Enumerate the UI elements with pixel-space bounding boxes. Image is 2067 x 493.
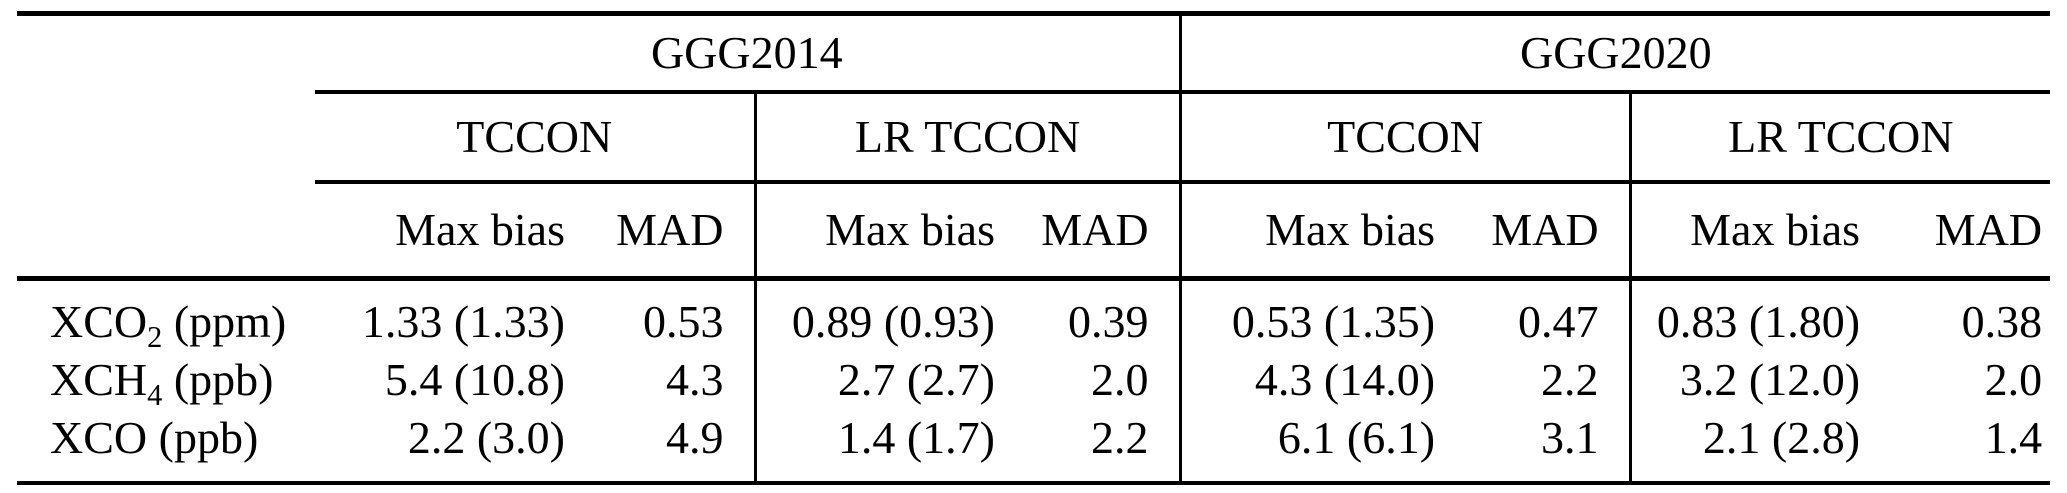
cell-mad: 1.4 xyxy=(1984,411,2043,463)
cell-maxbias: 0.53 (1.35) xyxy=(1178,278,1466,351)
metric-header-mad: MAD xyxy=(1890,182,2051,281)
subgroup-header-row: TCCON LR TCCON TCCON LR TCCON xyxy=(17,92,2051,184)
table-row-xco: XCO (ppb) 2.2 (3.0) 4.9 1.4 (1.7) 2.2 6.… xyxy=(17,409,2050,483)
row-label-xch4: XCH4 (ppb) xyxy=(17,351,315,412)
cell-mad: 4.9 xyxy=(666,411,724,463)
empty-cell xyxy=(17,92,315,182)
cell-maxbias: 2.2 (3.0) xyxy=(407,411,565,463)
cell-maxbias: 3.2 (12.0) xyxy=(1628,351,1891,409)
table-row-xch4: XCH4 (ppb) 5.4 (10.8) 4.3 2.7 (2.7) 2.0 … xyxy=(17,351,2050,412)
cell-maxbias: 2.1 (2.8) xyxy=(1628,409,1891,483)
cell-mad: 0.47 xyxy=(1518,295,1599,347)
cell-mad: 2.0 xyxy=(1091,353,1149,405)
species-name: XCH xyxy=(50,353,148,405)
species-unit: (ppb) xyxy=(173,353,274,405)
metric-header-maxbias: Max bias xyxy=(1178,182,1466,281)
subgroup-header-tccon-2014: TCCON xyxy=(315,92,755,184)
metric-header-maxbias: Max bias xyxy=(1628,182,1891,281)
cell-mad: 0.39 xyxy=(1068,295,1149,347)
cell-maxbias: 2.7 (2.7) xyxy=(753,351,1025,409)
table-row-xco2: XCO2 (ppm) 1.33 (1.33) 0.53 0.89 (0.93) … xyxy=(17,278,2050,352)
cell-maxbias: 0.83 (1.80) xyxy=(1628,278,1891,351)
subgroup-header-tccon-2020: TCCON xyxy=(1178,92,1631,184)
metric-header-mad: MAD xyxy=(1465,182,1631,281)
cell-mad: 3.1 xyxy=(1541,411,1599,463)
comparison-table: GGG2014 GGG2020 TCCON LR TCCON TCCON LR … xyxy=(17,11,2051,485)
corner-cell xyxy=(17,14,315,93)
species-subscript: 4 xyxy=(147,377,163,412)
group-header-ggg2020: GGG2020 xyxy=(1178,13,2051,94)
species-unit: (ppm) xyxy=(173,295,287,347)
cell-maxbias: 1.33 (1.33) xyxy=(361,295,565,347)
cell-maxbias: 6.1 (6.1) xyxy=(1178,409,1466,483)
species-name: XCO xyxy=(50,411,148,463)
cell-mad: 0.53 xyxy=(643,295,724,347)
metric-header-mad: MAD xyxy=(1025,182,1181,281)
row-label-xco: XCO (ppb) xyxy=(17,409,315,483)
species-subscript: 2 xyxy=(147,319,163,354)
species-unit: (ppb) xyxy=(158,411,259,463)
species-name: XCO xyxy=(50,295,148,347)
cell-mad: 2.2 xyxy=(1541,353,1599,405)
cell-mad: 4.3 xyxy=(666,353,724,405)
cell-mad: 0.38 xyxy=(1961,295,2043,347)
subgroup-header-lrtccon-2014: LR TCCON xyxy=(753,92,1181,184)
empty-cell xyxy=(17,182,315,281)
row-label-xco2: XCO2 (ppm) xyxy=(17,279,315,352)
metric-header-row: Max bias MAD Max bias MAD Max bias MAD M… xyxy=(17,182,2051,281)
cell-maxbias: 4.3 (14.0) xyxy=(1178,351,1466,409)
group-header-ggg2014: GGG2014 xyxy=(315,13,1181,94)
cell-maxbias: 1.4 (1.7) xyxy=(753,409,1025,483)
cell-mad: 2.0 xyxy=(1984,353,2043,405)
metric-header-maxbias: Max bias xyxy=(315,182,595,281)
metric-header-maxbias: Max bias xyxy=(753,182,1025,281)
metric-header-mad: MAD xyxy=(595,182,755,281)
subgroup-header-lrtccon-2020: LR TCCON xyxy=(1628,92,2051,184)
cell-mad: 2.2 xyxy=(1091,411,1149,463)
cell-maxbias: 5.4 (10.8) xyxy=(384,353,565,405)
cell-maxbias: 0.89 (0.93) xyxy=(753,278,1025,351)
group-header-row: GGG2014 GGG2020 xyxy=(17,13,2051,94)
